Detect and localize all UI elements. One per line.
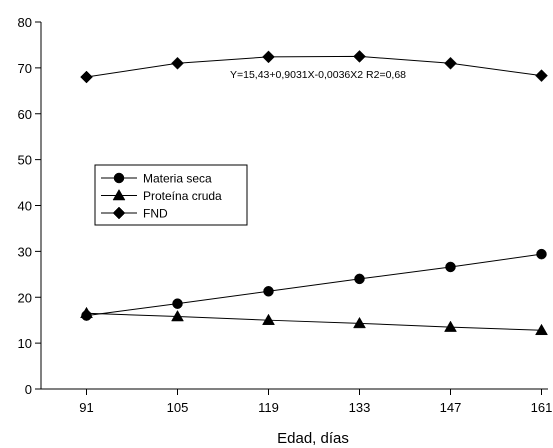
- legend: Materia seca Proteína cruda FND: [94, 164, 248, 226]
- x-axis-ticks: 91 105 119 133 147 161: [79, 389, 552, 415]
- y-tick-label: 80: [18, 15, 32, 30]
- series-line-fnd: [86, 55, 542, 78]
- y-tick-label: 40: [18, 199, 32, 214]
- y-tick-label: 0: [25, 382, 32, 397]
- data-point-materia-seca: [445, 261, 456, 273]
- x-axis-label: Edad, días: [277, 430, 349, 447]
- x-tick-label: 133: [349, 400, 371, 415]
- legend-label-materia-seca: Materia seca: [143, 172, 212, 186]
- series-markers: [80, 50, 548, 336]
- legend-items: Materia seca Proteína cruda FND: [101, 172, 222, 221]
- legend-marker-proteina-cruda: [112, 188, 126, 201]
- x-tick-label: 91: [79, 400, 93, 415]
- legend-marker-materia-seca: [113, 172, 125, 184]
- legend-label-fnd: FND: [143, 207, 168, 221]
- y-tick-label: 70: [18, 61, 32, 76]
- data-point-fnd: [444, 56, 457, 70]
- data-point-proteina-cruda: [353, 316, 366, 329]
- data-point-materia-seca: [263, 286, 274, 297]
- data-point-proteina-cruda: [80, 306, 93, 319]
- y-axis-ticks: 0 10 20 30 40 50 60 70 80: [18, 15, 41, 397]
- x-tick-label: 161: [531, 400, 553, 415]
- legend-marker-fnd: [112, 206, 126, 220]
- data-point-fnd: [262, 50, 275, 64]
- series-line-materia-seca: [86, 253, 542, 317]
- series-line-proteina-cruda: [86, 312, 542, 331]
- y-tick-label: 20: [18, 290, 32, 305]
- data-point-proteina-cruda: [262, 313, 275, 325]
- data-point-materia-seca: [354, 273, 365, 285]
- legend-label-proteina-cruda: Proteína cruda: [143, 189, 222, 203]
- series-lines: [86, 55, 542, 331]
- equation-annotation: Y=15,43+0,9031X-0,0036X2 R2=0,68: [230, 69, 406, 81]
- data-point-fnd: [80, 70, 93, 84]
- y-tick-label: 60: [18, 107, 32, 122]
- x-tick-label: 119: [258, 400, 279, 415]
- x-tick-label: 147: [440, 400, 462, 415]
- data-point-materia-seca: [536, 248, 547, 260]
- y-tick-label: 50: [18, 153, 32, 168]
- y-tick-label: 10: [18, 336, 32, 351]
- data-point-proteina-cruda: [171, 310, 184, 322]
- y-tick-label: 30: [18, 244, 32, 259]
- x-tick-label: 105: [167, 400, 189, 415]
- data-point-fnd: [171, 56, 184, 70]
- data-point-proteina-cruda: [444, 320, 457, 332]
- data-point-materia-seca: [172, 298, 183, 309]
- data-point-fnd: [353, 50, 366, 63]
- data-point-fnd: [535, 69, 548, 83]
- data-point-proteina-cruda: [535, 323, 548, 336]
